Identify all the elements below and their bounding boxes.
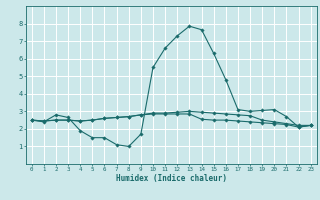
- X-axis label: Humidex (Indice chaleur): Humidex (Indice chaleur): [116, 174, 227, 183]
